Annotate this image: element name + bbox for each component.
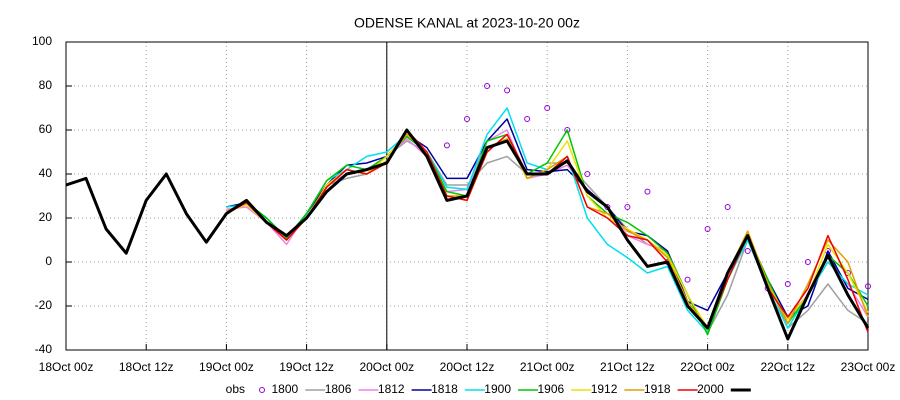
y-tick-label: -20 <box>35 298 53 312</box>
legend-label: 1906 <box>537 382 564 396</box>
x-tick-label: 18Oct 12z <box>119 360 174 374</box>
legend-label: 2000 <box>697 382 724 396</box>
legend-label: 1818 <box>431 382 458 396</box>
obs-point <box>484 83 491 89</box>
obs-point <box>644 188 651 195</box>
legend-label: obs <box>226 382 245 396</box>
obs-point <box>584 171 591 177</box>
x-tick-label: 20Oct 12z <box>440 360 495 374</box>
obs-point <box>804 259 811 265</box>
x-tick-label: 21Oct 00z <box>520 360 575 374</box>
legend-label: 1918 <box>644 382 671 396</box>
chart-title: ODENSE KANAL at 2023-10-20 00z <box>354 15 580 31</box>
legend-label: 1900 <box>484 382 511 396</box>
x-tick-label: 19Oct 00z <box>199 360 254 374</box>
x-tick-label: 20Oct 00z <box>359 360 414 374</box>
legend-sample <box>259 387 265 393</box>
obs-point <box>504 87 511 94</box>
obs-point <box>443 142 450 149</box>
x-tick-label: 21Oct 12z <box>600 360 655 374</box>
obs-point <box>865 283 871 290</box>
obs-point <box>684 276 691 283</box>
x-tick-label: 19Oct 12z <box>279 360 334 374</box>
legend-label: 1912 <box>591 382 618 396</box>
legend-label: 1806 <box>325 382 352 396</box>
obs-point <box>744 248 751 254</box>
obs-point <box>704 226 711 232</box>
plot-frame <box>65 41 869 351</box>
y-tick-label: 100 <box>32 34 52 48</box>
y-tick-label: 20 <box>39 210 53 224</box>
obs-point <box>784 281 791 287</box>
x-tick-label: 18Oct 00z <box>39 360 94 374</box>
y-tick-label: 40 <box>39 166 53 180</box>
y-tick-label: 0 <box>45 254 52 268</box>
legend-label: 1812 <box>378 382 405 396</box>
x-tick-label: 23Oct 00z <box>841 360 896 374</box>
y-tick-label: -40 <box>35 342 53 356</box>
obs-point <box>624 204 631 210</box>
obs-point <box>544 105 551 111</box>
obs-point <box>724 204 731 210</box>
y-tick-label: 80 <box>39 78 53 92</box>
legend-label: 1800 <box>271 382 298 396</box>
series-line <box>65 128 870 341</box>
y-tick-label: 60 <box>39 122 53 136</box>
obs-point <box>524 116 531 122</box>
x-tick-label: 22Oct 12z <box>760 360 815 374</box>
x-tick-label: 22Oct 00z <box>680 360 735 374</box>
obs-point <box>464 116 470 122</box>
obs-point <box>564 127 571 133</box>
